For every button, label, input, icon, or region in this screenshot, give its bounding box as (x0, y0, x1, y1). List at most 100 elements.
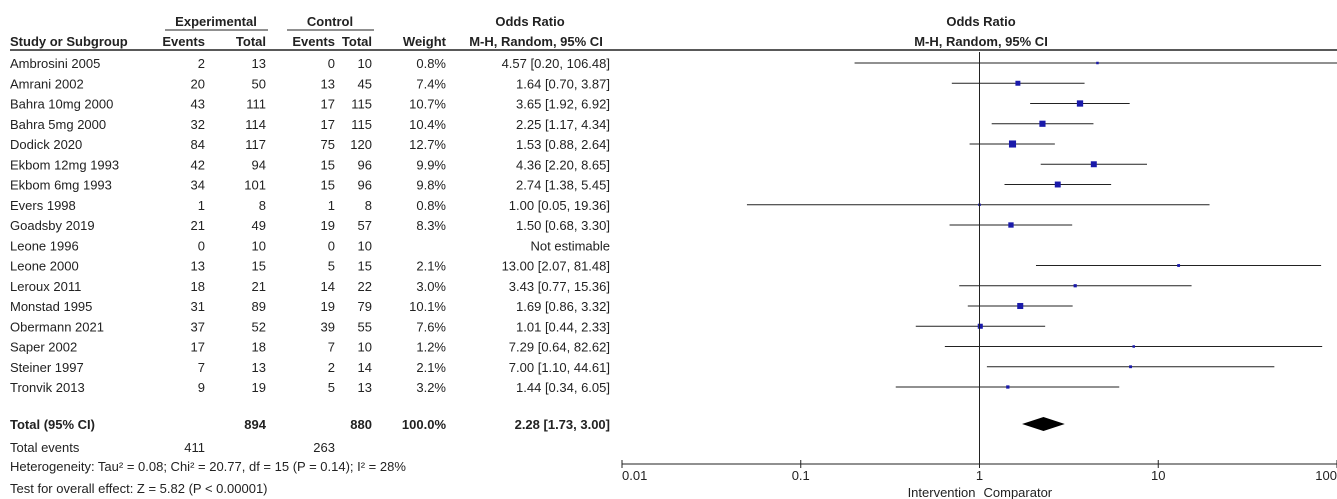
point-estimate-marker (1039, 120, 1046, 127)
header-method-table: M-H, Random, 95% CI (469, 34, 603, 49)
control-events: 5 (328, 380, 335, 395)
experimental-events: 37 (191, 319, 205, 334)
study-name: Leone 2000 (10, 259, 79, 274)
or-ci-text: Not estimable (531, 238, 610, 253)
point-estimate-marker (1054, 181, 1061, 188)
total-control: 880 (350, 417, 372, 432)
control-events: 19 (321, 299, 335, 314)
experimental-events: 20 (191, 76, 205, 91)
weight-value: 9.9% (416, 157, 446, 172)
header-control: Control (307, 14, 353, 29)
experimental-events: 7 (198, 360, 205, 375)
experimental-total: 114 (245, 117, 266, 132)
or-ci-text: 4.36 [2.20, 8.65] (516, 157, 610, 172)
control-total: 14 (358, 360, 372, 375)
experimental-events: 43 (191, 97, 205, 112)
control-events: 15 (321, 178, 335, 193)
header-events-ctl: Events (292, 34, 335, 49)
heterogeneity-text: Heterogeneity: Tau² = 0.08; Chi² = 20.77… (10, 459, 406, 474)
weight-value: 9.8% (416, 178, 446, 193)
weight-value: 12.7% (409, 137, 446, 152)
weight-value: 3.2% (416, 380, 446, 395)
study-name: Steiner 1997 (10, 360, 84, 375)
experimental-total: 13 (252, 56, 266, 71)
control-events: 17 (321, 97, 335, 112)
experimental-total: 49 (252, 218, 266, 233)
control-total: 120 (350, 137, 372, 152)
control-events: 75 (321, 137, 335, 152)
header-study: Study or Subgroup (10, 34, 128, 49)
point-estimate-marker (1008, 140, 1017, 148)
experimental-total: 94 (252, 157, 266, 172)
study-name: Leroux 2011 (10, 279, 81, 294)
or-ci-text: 1.44 [0.34, 6.05] (516, 380, 610, 395)
point-estimate-marker (1015, 80, 1021, 86)
or-ci-text: 1.01 [0.44, 2.33] (516, 319, 610, 334)
study-name: Bahra 5mg 2000 (10, 117, 106, 132)
control-events: 0 (328, 238, 335, 253)
experimental-events: 0 (198, 238, 205, 253)
control-events: 5 (328, 259, 335, 274)
study-name: Ambrosini 2005 (10, 56, 100, 71)
total-or-ci: 2.28 [1.73, 3.00] (515, 417, 610, 432)
control-total: 13 (358, 380, 372, 395)
header-total-exp: Total (236, 34, 266, 49)
experimental-events: 34 (191, 178, 205, 193)
control-events: 19 (321, 218, 335, 233)
control-events: 17 (321, 117, 335, 132)
or-ci-text: 1.50 [0.68, 3.30] (516, 218, 610, 233)
control-events: 1 (328, 198, 335, 213)
weight-value: 7.6% (416, 319, 446, 334)
control-total: 8 (365, 198, 372, 213)
point-estimate-marker (977, 323, 983, 329)
header-experimental: Experimental (175, 14, 257, 29)
x-tick-label: 100 (1315, 468, 1337, 483)
pooled-diamond (1022, 417, 1065, 431)
overall-effect-text: Test for overall effect: Z = 5.82 (P < 0… (10, 481, 268, 496)
total-events-label: Total events (10, 440, 80, 455)
weight-value: 0.8% (416, 198, 446, 213)
control-total: 10 (358, 340, 372, 355)
x-tick-label: 1 (976, 468, 983, 483)
control-total: 55 (358, 319, 372, 334)
weight-value: 10.1% (409, 299, 446, 314)
experimental-events: 21 (191, 218, 205, 233)
header-weight: Weight (403, 34, 447, 49)
point-estimate-marker (1096, 61, 1099, 65)
weight-value: 10.7% (409, 97, 446, 112)
experimental-total: 117 (245, 137, 266, 152)
study-name: Dodick 2020 (10, 137, 82, 152)
experimental-total: 21 (252, 279, 266, 294)
control-events: 14 (321, 279, 335, 294)
experimental-events: 18 (191, 279, 205, 294)
plot-area: 0.01 0.1 1 10 100 Intervention Comparator (621, 52, 1337, 499)
experimental-events: 32 (191, 117, 205, 132)
or-ci-text: 1.64 [0.70, 3.87] (516, 76, 610, 91)
study-name: Obermann 2021 (10, 319, 104, 334)
weight-value: 10.4% (409, 117, 446, 132)
experimental-total: 89 (252, 299, 266, 314)
experimental-total: 52 (252, 319, 266, 334)
experimental-total: 8 (259, 198, 266, 213)
weight-value: 8.3% (416, 218, 446, 233)
control-total: 96 (358, 178, 372, 193)
study-name: Bahra 10mg 2000 (10, 97, 113, 112)
experimental-events: 31 (191, 299, 205, 314)
total-events-experimental: 411 (184, 440, 205, 455)
control-total: 22 (358, 279, 372, 294)
control-events: 15 (321, 157, 335, 172)
weight-value: 7.4% (416, 76, 446, 91)
study-rows: Ambrosini 2005 2 13 0 10 0.8% 4.57 [0.20, 106.… (10, 56, 610, 432)
x-tick-label: 0.01 (622, 468, 647, 483)
experimental-total: 50 (252, 76, 266, 91)
point-estimate-marker (1073, 284, 1077, 288)
control-total: 115 (351, 97, 372, 112)
experimental-events: 1 (198, 198, 205, 213)
experimental-total: 18 (252, 340, 266, 355)
experimental-total: 19 (252, 380, 266, 395)
point-estimate-marker (1129, 365, 1132, 369)
weight-value: 2.1% (416, 259, 446, 274)
or-ci-text: 3.43 [0.77, 15.36] (509, 279, 610, 294)
header-total-ctl: Total (342, 34, 372, 49)
